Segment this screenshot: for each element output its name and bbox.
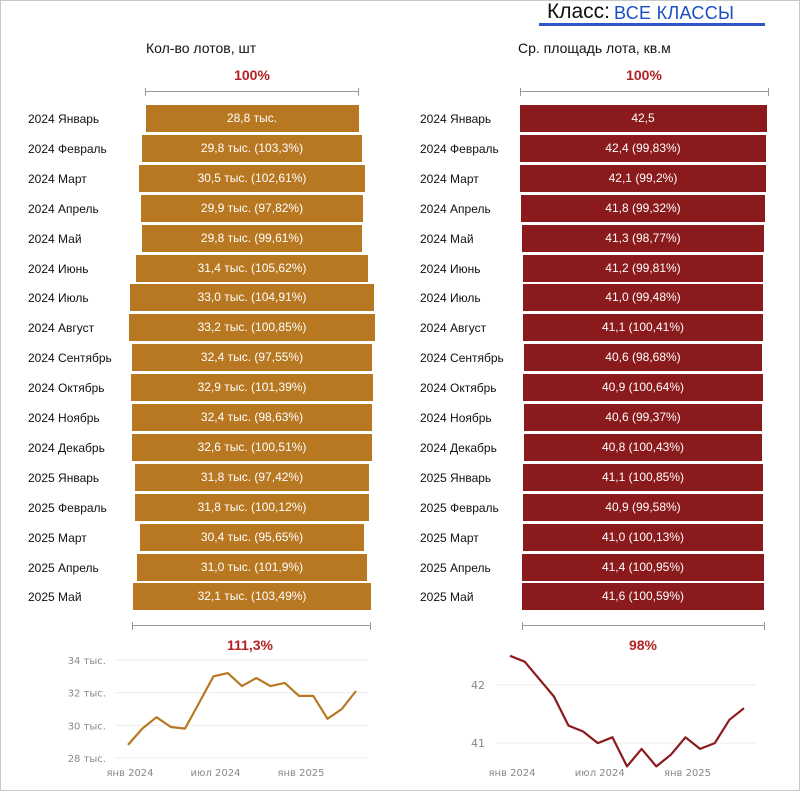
funnel-bar: 30,4 тыс. (95,65%)	[139, 523, 365, 551]
funnel-bar: 42,5	[519, 105, 767, 132]
x-tick-label: янв 2024	[106, 768, 153, 779]
x-tick-label: янв 2024	[488, 768, 535, 779]
funnel-row-label: 2024 Август	[28, 321, 95, 336]
area-top-pct: 100%	[626, 67, 662, 83]
y-tick-label: 34 тыс.	[68, 656, 106, 667]
x-tick-label: июл 2024	[191, 768, 241, 779]
y-tick-label: 30 тыс.	[68, 721, 106, 732]
class-filter[interactable]: Класс: ВСЕ КЛАССЫ	[539, 0, 765, 26]
funnel-row-label: 2024 Май	[28, 231, 82, 246]
funnel-bar: 29,8 тыс. (99,61%)	[141, 224, 363, 252]
funnel-row-label: 2024 Июнь	[28, 261, 89, 276]
y-tick-label: 42	[471, 679, 485, 692]
funnel-row-label: 2024 Март	[28, 171, 87, 186]
funnel-bar: 41,6 (100,59%)	[521, 583, 765, 611]
funnel-bar: 41,3 (98,77%)	[522, 224, 764, 252]
funnel-bar: 28,8 тыс.	[145, 105, 359, 132]
funnel-row-label: 2024 Июль	[28, 291, 89, 306]
area-line-chart: 41 42 янв 2024 июл 2024 янв 2025	[471, 654, 756, 779]
lots-bottom-pct: 111,3%	[227, 637, 273, 653]
funnel-row-label: 2025 Май	[420, 590, 474, 605]
funnel-bar: 31,0 тыс. (101,9%)	[137, 553, 367, 581]
funnel-row-label: 2024 Сентябрь	[420, 351, 504, 366]
funnel-row-label: 2025 Февраль	[28, 500, 107, 515]
y-tick-label: 32 тыс.	[68, 689, 106, 700]
series-line	[509, 654, 745, 768]
funnel-row-label: 2024 Май	[420, 231, 474, 246]
x-tick-label: янв 2025	[277, 768, 324, 779]
funnel-bar: 41,1 (100,41%)	[522, 314, 764, 342]
funnel-bar: 32,6 тыс. (100,51%)	[131, 433, 373, 461]
x-tick-label: янв 2025	[664, 768, 711, 779]
funnel-bar: 32,4 тыс. (97,55%)	[132, 344, 372, 372]
y-tick-label: 28 тыс.	[68, 754, 106, 765]
funnel-row-label: 2024 Январь	[28, 112, 100, 126]
funnel-row-label: 2024 Ноябрь	[28, 411, 100, 425]
funnel-row-label: 2024 Февраль	[420, 141, 499, 156]
funnel-bar: 40,9 (100,64%)	[523, 374, 763, 402]
series-line	[127, 672, 357, 746]
funnel-bar: 41,8 (99,32%)	[521, 194, 765, 222]
funnel-bar: 40,8 (100,43%)	[523, 433, 763, 461]
funnel-row-label: 2025 Февраль	[420, 500, 499, 515]
lots-top-bracket	[145, 88, 359, 96]
funnel-row-label: 2025 Март	[28, 530, 87, 545]
funnel-bar: 41,2 (99,81%)	[522, 254, 764, 282]
lots-line-chart: 28 тыс. 30 тыс. 32 тыс. 34 тыс. янв 2024 июл …	[68, 656, 368, 779]
funnel-bar: 41,4 (100,95%)	[522, 553, 764, 581]
funnel-bar: 40,6 (98,68%)	[524, 344, 762, 372]
funnel-bar: 40,9 (99,58%)	[523, 493, 763, 521]
funnel-row-label: 2025 Апрель	[420, 560, 491, 575]
class-filter-label: Класс:	[547, 0, 610, 23]
lots-top-pct: 100%	[234, 67, 270, 83]
funnel-bar: 40,6 (99,37%)	[524, 404, 762, 431]
funnel-row-label: 2024 Июнь	[420, 261, 481, 276]
funnel-bar: 41,0 (99,48%)	[523, 284, 763, 312]
funnel-row-label: 2024 Апрель	[28, 201, 99, 216]
funnel-bar: 32,4 тыс. (98,63%)	[132, 404, 372, 431]
y-tick-label: 41	[471, 737, 485, 750]
funnel-bar: 29,8 тыс. (103,3%)	[141, 134, 363, 162]
funnel-bar: 41,1 (100,85%)	[522, 463, 764, 491]
funnel-row-label: 2025 Январь	[420, 470, 492, 485]
funnel-row-label: 2024 Август	[420, 321, 487, 336]
funnel-row-label: 2024 Март	[420, 171, 479, 186]
funnel-row-label: 2024 Сентябрь	[28, 351, 112, 366]
funnel-bar: 42,4 (99,83%)	[519, 134, 767, 162]
funnel-row-label: 2024 Декабрь	[28, 440, 105, 455]
funnel-row-label: 2024 Июль	[420, 291, 481, 306]
funnel-bar: 31,8 тыс. (100,12%)	[134, 493, 370, 521]
funnel-row-label: 2024 Январь	[420, 112, 492, 126]
funnel-row-label: 2025 Январь	[28, 470, 100, 485]
funnel-row-label: 2024 Апрель	[420, 201, 491, 216]
funnel-row-label: 2025 Май	[28, 590, 82, 605]
funnel-bar: 32,9 тыс. (101,39%)	[130, 374, 374, 402]
funnel-bar: 42,1 (99,2%)	[520, 164, 766, 192]
area-bottom-bracket	[522, 622, 765, 630]
area-top-bracket	[520, 88, 769, 96]
funnel-bar: 33,0 тыс. (104,91%)	[130, 284, 374, 312]
funnel-row-label: 2024 Ноябрь	[420, 411, 492, 425]
funnel-row-label: 2024 Февраль	[28, 141, 107, 156]
funnel-bar: 31,4 тыс. (105,62%)	[136, 254, 368, 282]
funnel-bar: 32,1 тыс. (103,49%)	[133, 583, 371, 611]
funnel-row-label: 2024 Декабрь	[420, 440, 497, 455]
class-filter-underline	[539, 23, 765, 26]
x-tick-label: июл 2024	[575, 768, 625, 779]
funnel-row-label: 2024 Октябрь	[28, 381, 105, 396]
funnel-bar: 33,2 тыс. (100,85%)	[129, 314, 375, 342]
funnel-bar: 41,0 (100,13%)	[523, 523, 763, 551]
funnel-bar: 29,9 тыс. (97,82%)	[141, 194, 363, 222]
funnel-row-label: 2025 Апрель	[28, 560, 99, 575]
funnel-row-label: 2024 Октябрь	[420, 381, 497, 396]
funnel-bar: 31,8 тыс. (97,42%)	[134, 463, 370, 491]
avg-area-title: Ср. площадь лота, кв.м	[518, 40, 671, 56]
funnel-bar: 30,5 тыс. (102,61%)	[139, 164, 365, 192]
lots-bottom-bracket	[132, 622, 371, 630]
funnel-row-label: 2025 Март	[420, 530, 479, 545]
class-filter-value[interactable]: ВСЕ КЛАССЫ	[614, 3, 735, 23]
lots-count-title: Кол-во лотов, шт	[146, 40, 257, 56]
area-bottom-pct: 98%	[628, 637, 658, 653]
